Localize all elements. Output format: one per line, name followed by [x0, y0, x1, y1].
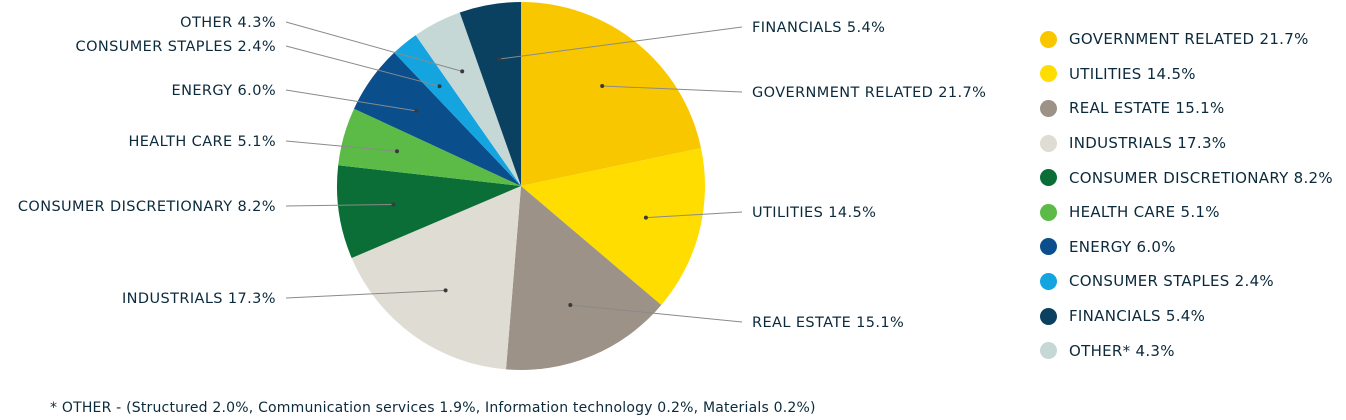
leader-dot: [395, 149, 399, 154]
legend-label: HEALTH CARE 5.1%: [1069, 203, 1220, 222]
legend-label: ENERGY 6.0%: [1069, 237, 1176, 256]
legend-label: CONSUMER DISCRETIONARY 8.2%: [1069, 168, 1333, 187]
legend-swatch: [1040, 30, 1057, 48]
slice-label: GOVERNMENT RELATED 21.7%: [752, 85, 986, 101]
leader-line: [285, 289, 446, 299]
pie-slice: [338, 108, 521, 186]
leader-line: [602, 85, 743, 93]
leader-line: [570, 304, 743, 323]
legend-label: GOVERNMENT RELATED 21.7%: [1069, 30, 1309, 49]
pie-slice: [394, 35, 521, 186]
slice-label: REAL ESTATE 15.1%: [752, 315, 904, 331]
legend-label: CONSUMER STAPLES 2.4%: [1069, 272, 1274, 291]
slice-label: INDUSTRIALS 17.3%: [122, 291, 276, 307]
legend-item: GOVERNMENT RELATED 21.7%: [1040, 22, 1340, 57]
pie-slice: [354, 52, 521, 186]
legend-swatch: [1040, 65, 1057, 83]
leader-line: [285, 140, 398, 152]
leader-dot: [643, 215, 648, 220]
chart-footnote: * OTHER - (Structured 2.0%, Communicatio…: [50, 400, 816, 416]
legend-item: ENERGY 6.0%: [1040, 230, 1340, 265]
pie-slice: [415, 12, 521, 186]
sector-pie-chart: GOVERNMENT RELATED 21.7% UTILITIES 14.5% R…: [18, 2, 986, 371]
legend-item: CONSUMER STAPLES 2.4%: [1040, 264, 1340, 299]
legend-label: UTILITIES 14.5%: [1069, 64, 1196, 83]
legend-swatch: [1040, 203, 1057, 221]
legend-item: CONSUMER DISCRETIONARY 8.2%: [1040, 160, 1340, 195]
leader-dot: [497, 57, 502, 61]
pie-slice: [351, 186, 521, 370]
leader-line: [645, 211, 743, 219]
leader-dot: [437, 84, 442, 89]
pie-slice: [337, 165, 521, 259]
legend-label: OTHER* 4.3%: [1069, 341, 1175, 360]
pie-slice: [521, 148, 706, 306]
legend-item: HEALTH CARE 5.1%: [1040, 195, 1340, 230]
chart-legend: GOVERNMENT RELATED 21.7% UTILITIES 14.5% R…: [1040, 22, 1340, 368]
legend-item: UTILITIES 14.5%: [1040, 57, 1340, 92]
leader-line: [285, 204, 394, 207]
legend-swatch: [1040, 307, 1057, 325]
slice-label: CONSUMER DISCRETIONARY 8.2%: [18, 199, 276, 215]
legend-swatch: [1040, 238, 1057, 256]
leader-dot: [568, 303, 573, 307]
legend-swatch: [1040, 134, 1057, 152]
pie-slice: [505, 186, 662, 371]
legend-item: FINANCIALS 5.4%: [1040, 299, 1340, 334]
slice-label: ENERGY 6.0%: [172, 83, 276, 99]
slice-label: HEALTH CARE 5.1%: [128, 134, 276, 150]
legend-label: INDUSTRIALS 17.3%: [1069, 134, 1227, 153]
leader-dot: [391, 202, 396, 207]
legend-label: REAL ESTATE 15.1%: [1069, 99, 1225, 118]
legend-label: FINANCIALS 5.4%: [1069, 307, 1206, 326]
leader-dot: [414, 108, 419, 113]
legend-item: OTHER* 4.3%: [1040, 333, 1340, 368]
legend-item: REAL ESTATE 15.1%: [1040, 91, 1340, 126]
leader-dot: [443, 288, 448, 293]
pie-slice: [459, 2, 521, 186]
leader-dot: [600, 84, 605, 88]
leader-dot: [460, 69, 465, 74]
pie-slice: [521, 2, 702, 186]
legend-swatch: [1040, 169, 1057, 187]
slice-label: FINANCIALS 5.4%: [752, 20, 885, 36]
legend-swatch: [1040, 342, 1057, 360]
slice-label: OTHER 4.3%: [180, 15, 276, 31]
leader-line: [499, 26, 743, 60]
legend-swatch: [1040, 99, 1057, 117]
leader-line: [285, 21, 463, 72]
leader-line: [285, 45, 440, 87]
slice-label: UTILITIES 14.5%: [752, 205, 876, 221]
slice-label: CONSUMER STAPLES 2.4%: [76, 39, 276, 55]
legend-item: INDUSTRIALS 17.3%: [1040, 126, 1340, 161]
leader-line: [285, 89, 417, 112]
legend-swatch: [1040, 272, 1057, 290]
